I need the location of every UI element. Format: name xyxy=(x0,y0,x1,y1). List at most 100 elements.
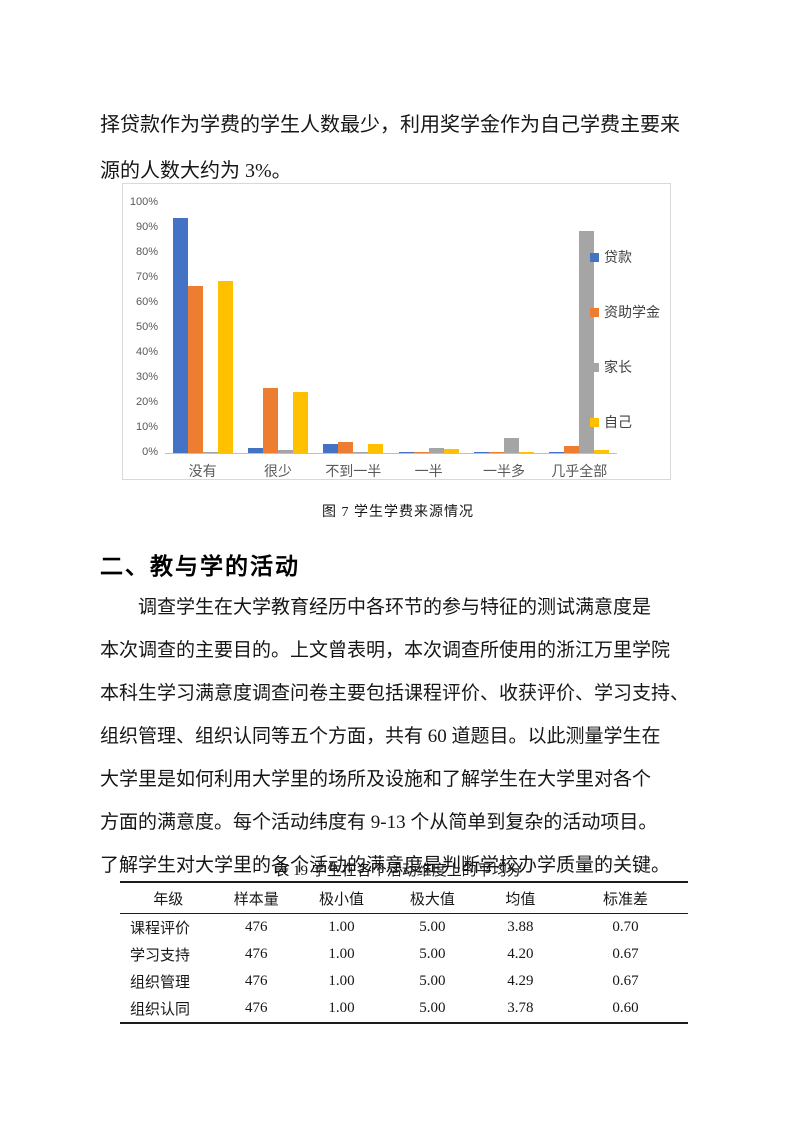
table-cell: 课程评价 xyxy=(130,921,191,937)
legend-label: 资助学金 xyxy=(604,304,660,320)
legend-swatch-icon xyxy=(590,417,599,427)
chart-bar-贷款 xyxy=(398,452,414,453)
table-cell: 476 xyxy=(245,919,268,935)
table-header-cell: 标准差 xyxy=(602,891,648,908)
table-cell: 3.88 xyxy=(507,919,534,935)
table-row: 学习支持 476 1.00 5.00 4.20 0.67 xyxy=(120,941,688,968)
table-cell: 476 xyxy=(245,1000,268,1016)
chart-bar-资助学金 xyxy=(413,452,429,453)
chart-category-label: 很少 xyxy=(263,463,292,479)
chart-bar-group xyxy=(165,203,240,453)
table-cell: 学习支持 xyxy=(130,948,191,964)
chart-y-tick-label: 40% xyxy=(135,346,158,358)
chart-y-tick-label: 10% xyxy=(135,421,158,433)
chart-bar-自己 xyxy=(217,280,233,453)
legend-swatch-icon xyxy=(590,252,599,262)
chart-category-label: 没有 xyxy=(188,463,217,479)
table-cell: 0.67 xyxy=(612,946,639,962)
chart-bar-贷款 xyxy=(172,218,188,453)
legend-label: 自己 xyxy=(604,414,632,430)
intro-paragraph: 择贷款作为学费的学生人数最少，利用奖学金作为自己学费主要来 源的人数大约为 3%… xyxy=(100,114,680,182)
legend-item-贷款: 贷款 xyxy=(590,247,660,267)
section-body-paragraph: 调查学生在大学教育经历中各环节的参与特征的测试满意度是 本次调查的主要目的。上文… xyxy=(100,597,690,876)
legend-label: 家长 xyxy=(604,359,632,375)
table-cell: 4.20 xyxy=(507,946,534,962)
table-caption: 表 19 学生在各个活动维度上的平均分 xyxy=(274,863,522,879)
chart-bar-group xyxy=(542,203,617,453)
table-header-cell: 极大值 xyxy=(409,891,455,908)
chart-bar-自己 xyxy=(443,449,459,453)
table-row: 组织管理 476 1.00 5.00 4.29 0.67 xyxy=(120,968,688,995)
chart-bar-贷款 xyxy=(473,451,489,453)
chart-bar-贷款 xyxy=(549,451,565,453)
figure-caption: 图 7 学生学费来源情况 xyxy=(322,505,474,520)
table-cell: 1.00 xyxy=(328,973,355,989)
table-cell: 476 xyxy=(245,946,268,962)
chart-bar-家长 xyxy=(353,452,369,453)
chart-bar-自己 xyxy=(292,391,308,453)
table-cell: 组织认同 xyxy=(130,1002,191,1018)
chart-y-tick-label: 60% xyxy=(135,296,158,308)
chart-y-tick-label: 70% xyxy=(135,271,158,283)
chart-bar-group xyxy=(466,203,541,453)
chart-y-tick-label: 0% xyxy=(142,446,158,458)
stats-table: 年级 样本量 极小值 极大值 均值 标准差 课程评价 476 1.00 5.00 3.88 0.70… xyxy=(120,881,688,1024)
legend-item-家长: 家长 xyxy=(590,357,660,377)
tuition-source-bar-chart: 100% 90% 80% 70% 60% 50% 40% 30% 20% 10% 0% 没有 很少 不到… xyxy=(122,183,671,480)
table-header-cell: 年级 xyxy=(153,891,184,908)
chart-bar-group xyxy=(240,203,315,453)
legend-item-自己: 自己 xyxy=(590,412,660,432)
legend-item-资助学金: 资助学金 xyxy=(590,302,660,322)
chart-plot xyxy=(165,203,617,454)
table-cell: 组织管理 xyxy=(130,975,191,991)
chart-category-label: 一半多 xyxy=(482,463,525,479)
stats-table-body: 课程评价 476 1.00 5.00 3.88 0.70 学习支持 476 1.00 5.00 4.… xyxy=(120,914,688,1024)
chart-bar-贷款 xyxy=(247,448,263,453)
table-cell: 3.78 xyxy=(507,1000,534,1016)
chart-bar-资助学金 xyxy=(187,285,203,453)
table-cell: 0.70 xyxy=(612,919,639,935)
chart-bar-group xyxy=(316,203,391,453)
table-header-cell: 样本量 xyxy=(233,891,279,908)
chart-bar-资助学金 xyxy=(338,441,354,453)
chart-y-tick-label: 50% xyxy=(135,321,158,333)
chart-bar-group xyxy=(391,203,466,453)
table-cell: 0.60 xyxy=(612,1000,639,1016)
table-cell: 5.00 xyxy=(419,919,446,935)
chart-bar-自己 xyxy=(368,443,384,453)
legend-label: 贷款 xyxy=(604,249,632,265)
chart-bar-家长 xyxy=(503,438,519,453)
chart-bar-自己 xyxy=(594,449,610,453)
chart-y-tick-label: 100% xyxy=(129,196,158,208)
table-row: 组织认同 476 1.00 5.00 3.78 0.60 xyxy=(120,995,688,1023)
table-cell: 1.00 xyxy=(328,1000,355,1016)
chart-bar-贷款 xyxy=(323,444,339,453)
chart-category-label: 不到一半 xyxy=(325,463,382,479)
chart-bar-资助学金 xyxy=(488,452,504,453)
chart-bar-家长 xyxy=(428,448,444,453)
chart-bar-家长 xyxy=(277,450,293,453)
table-cell: 1.00 xyxy=(328,919,355,935)
table-cell: 476 xyxy=(245,973,268,989)
stats-table-header-row: 年级 样本量 极小值 极大值 均值 标准差 xyxy=(120,882,688,914)
chart-y-tick-label: 20% xyxy=(135,396,158,408)
chart-bar-资助学金 xyxy=(564,445,580,453)
chart-legend: 贷款资助学金家长自己 xyxy=(590,247,660,432)
chart-x-axis: 没有 很少 不到一半 一半 一半多 几乎全部 xyxy=(165,461,617,481)
chart-y-axis: 100% 90% 80% 70% 60% 50% 40% 30% 20% 10% 0% xyxy=(123,196,163,458)
section-heading: 二、教与学的活动 xyxy=(100,553,300,580)
chart-bar-资助学金 xyxy=(262,388,278,453)
table-cell: 4.29 xyxy=(507,973,534,989)
chart-bar-家长 xyxy=(579,230,595,453)
chart-y-tick-label: 80% xyxy=(135,246,158,258)
legend-swatch-icon xyxy=(590,362,599,372)
table-cell: 5.00 xyxy=(419,946,446,962)
table-cell: 5.00 xyxy=(419,973,446,989)
table-header-cell: 均值 xyxy=(505,891,536,908)
table-cell: 1.00 xyxy=(328,946,355,962)
chart-bar-家长 xyxy=(202,451,218,453)
chart-y-tick-label: 90% xyxy=(135,221,158,233)
table-cell: 5.00 xyxy=(419,1000,446,1016)
table-cell: 0.67 xyxy=(612,973,639,989)
